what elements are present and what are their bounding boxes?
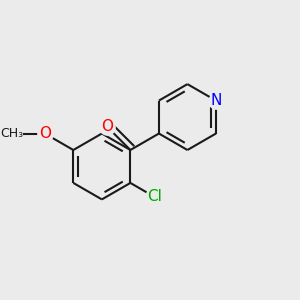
Text: CH₃: CH₃: [0, 127, 23, 140]
Text: N: N: [210, 93, 222, 108]
Text: Cl: Cl: [147, 189, 162, 204]
Text: O: O: [39, 126, 51, 141]
Text: O: O: [101, 119, 113, 134]
